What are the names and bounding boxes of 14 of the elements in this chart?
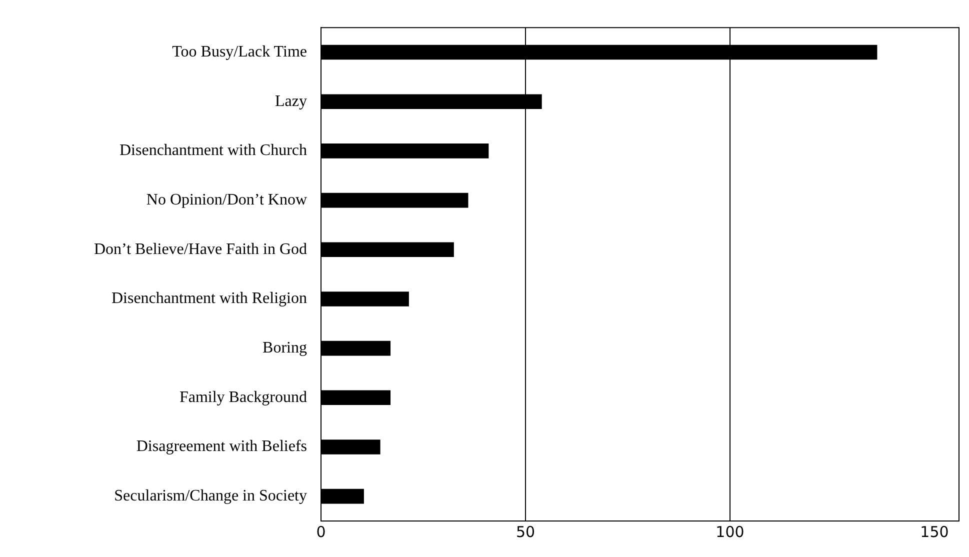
y-tick-label: Too Busy/Lack Time: [172, 43, 307, 60]
y-tick-label: Disagreement with Beliefs: [136, 438, 307, 456]
x-tick-label: 150: [920, 522, 949, 541]
x-tick-label: 50: [516, 522, 536, 541]
x-tick-label: 100: [716, 522, 744, 541]
y-tick-label: No Opinion/Don’t Know: [146, 191, 308, 208]
y-tick-label: Secularism/Change in Society: [114, 488, 307, 505]
y-tick-label: Disenchantment with Church: [119, 142, 307, 160]
x-tick-label: 0: [316, 522, 326, 541]
y-tick-label: Boring: [262, 340, 307, 357]
y-tick-label: Lazy: [275, 92, 307, 110]
y-tick-label: Disenchantment with Religion: [111, 290, 307, 308]
y-tick-label: Family Background: [179, 388, 307, 406]
y-tick-label: Don’t Believe/Have Faith in God: [94, 240, 307, 258]
